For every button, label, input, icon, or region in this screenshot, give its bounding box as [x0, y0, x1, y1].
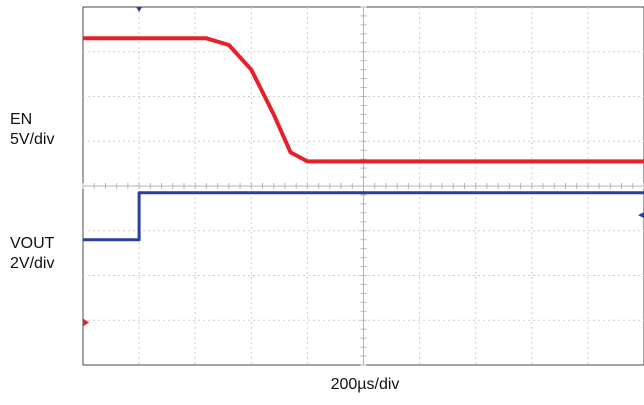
vout-scale-label: 2V/div: [10, 255, 55, 272]
plot-traces: [83, 36, 644, 242]
en-level-marker: [638, 212, 644, 219]
trace-en: [83, 191, 644, 242]
en-channel-name: EN: [10, 111, 33, 128]
plot-grid: [82, 6, 644, 366]
trigger-marker: [136, 7, 143, 12]
vout-label-block: VOUT 2V/div: [10, 234, 54, 274]
en-scale-label: 5V/div: [10, 131, 55, 148]
x-axis-label: 200µs/div: [330, 376, 400, 393]
plot-markers: [83, 7, 644, 327]
vout-channel-name: VOUT: [10, 235, 55, 252]
vout-ground-marker: [83, 318, 89, 327]
en-label-block: EN 5V/div: [10, 110, 54, 150]
trace-vout: [83, 36, 644, 164]
x-axis-label-row: 200µs/div: [0, 376, 644, 394]
